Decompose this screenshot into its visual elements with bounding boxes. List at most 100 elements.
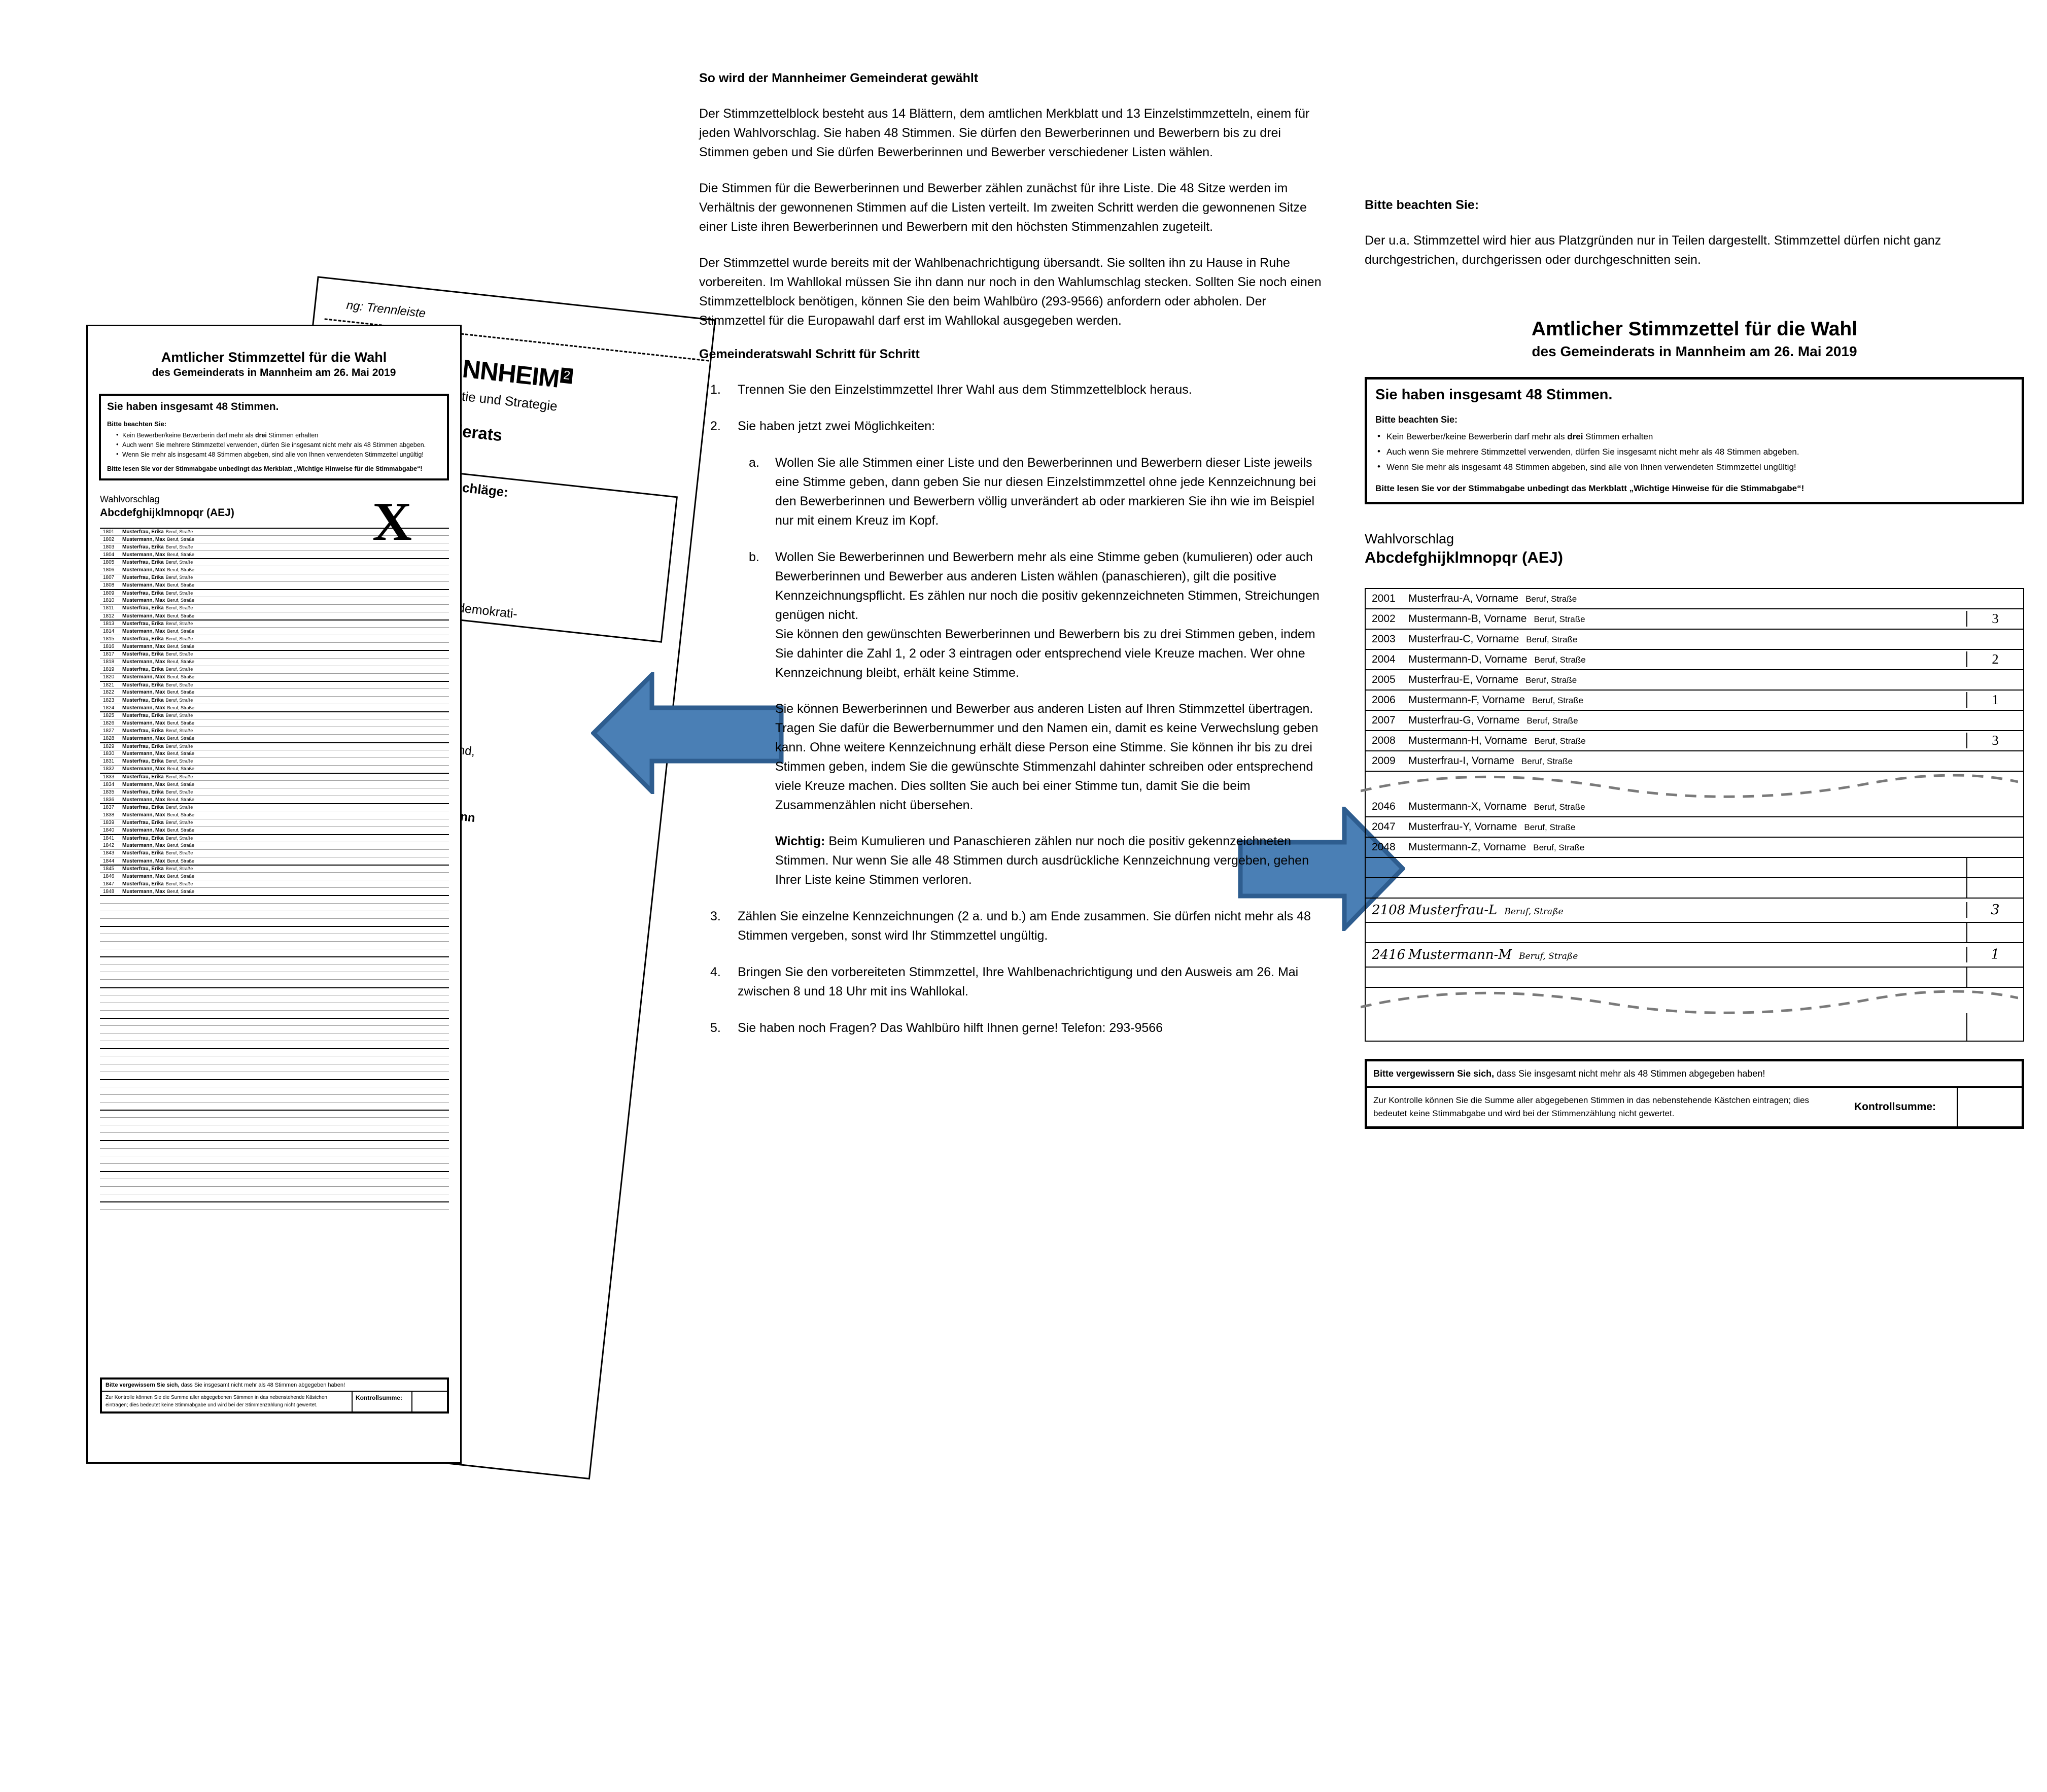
blank-write-in-row[interactable] bbox=[100, 1025, 449, 1033]
candidate-occupation: Beruf, Straße bbox=[167, 552, 194, 557]
blank-write-in-row[interactable] bbox=[100, 1178, 449, 1186]
blank-write-in-row[interactable] bbox=[100, 1063, 449, 1072]
blank-write-in-row[interactable] bbox=[100, 1079, 449, 1087]
table-row: 1842 Mustermann, Max Beruf, Straße bbox=[100, 841, 449, 849]
right-column: Bitte beachten Sie: Der u.a. Stimmzettel… bbox=[1361, 198, 2024, 1129]
blank-write-in-row[interactable] bbox=[100, 1170, 449, 1179]
blank-write-in-row[interactable] bbox=[100, 949, 449, 956]
table-row: 2002 Mustermann-B, Vorname Beruf, Straße 3 bbox=[1366, 609, 2023, 630]
candidate-number: 1837 bbox=[103, 805, 115, 811]
blank-write-in-row[interactable] bbox=[100, 956, 449, 964]
table-row: 1822 Mustermann, Max Beruf, Straße bbox=[100, 688, 449, 696]
vote-count-cell[interactable]: 3 bbox=[1966, 733, 2023, 749]
blank-write-in-row[interactable] bbox=[100, 1201, 449, 1209]
candidate-name: Musterfrau, Erika Beruf, Straße bbox=[122, 560, 193, 566]
blank-write-in-row[interactable] bbox=[100, 903, 449, 911]
blank-write-in-row[interactable] bbox=[100, 1010, 449, 1018]
vote-count-cell[interactable]: 3 bbox=[1966, 902, 2023, 918]
candidate-name: Musterfrau, Erika Beruf, Straße bbox=[122, 728, 193, 734]
blank-write-in-row[interactable] bbox=[100, 1048, 449, 1056]
blank-write-in-row[interactable] bbox=[100, 1194, 449, 1201]
right-kontrollsumme-input[interactable] bbox=[1957, 1087, 2022, 1127]
blank-write-in-row[interactable] bbox=[100, 910, 449, 918]
blank-write-in-row[interactable] bbox=[100, 994, 449, 1003]
blank-write-in-row[interactable] bbox=[100, 1017, 449, 1025]
vote-count-cell[interactable]: 2 bbox=[1966, 651, 2023, 668]
table-row: 1816 Mustermann, Max Beruf, Straße bbox=[100, 642, 449, 650]
candidate-number: 1841 bbox=[103, 835, 115, 841]
blank-write-in-row[interactable] bbox=[1366, 967, 2023, 988]
blank-write-in-row[interactable] bbox=[100, 941, 449, 949]
candidate-number: 1804 bbox=[103, 552, 115, 558]
candidate-occupation: Beruf, Straße bbox=[165, 866, 193, 872]
blank-write-in-row[interactable] bbox=[100, 979, 449, 987]
candidate-number: 2009 bbox=[1372, 754, 1396, 767]
vote-count-cell[interactable]: 1 bbox=[1966, 947, 2023, 963]
blank-write-in-row[interactable] bbox=[1366, 878, 2023, 899]
vote-count-cell[interactable]: 3 bbox=[1966, 611, 2023, 627]
blank-write-in-row[interactable] bbox=[100, 1056, 449, 1063]
blank-write-in-row[interactable] bbox=[100, 1071, 449, 1079]
candidate-name: Musterfrau-L Beruf, Straße bbox=[1408, 902, 1564, 918]
table-row: 1814 Mustermann, Max Beruf, Straße bbox=[100, 627, 449, 635]
blank-write-in-row[interactable] bbox=[100, 895, 449, 903]
table-row: 1832 Mustermann, Max Beruf, Straße bbox=[100, 765, 449, 773]
table-row: 2006 Mustermann-F, Vorname Beruf, Straße 1 bbox=[1366, 691, 2023, 711]
blank-write-in-row[interactable] bbox=[100, 1140, 449, 1148]
candidate-number: 1825 bbox=[103, 713, 115, 719]
left-ballot-kontroll-text: Zur Kontrolle können Sie die Summe aller… bbox=[106, 1395, 327, 1408]
blank-write-in-row[interactable] bbox=[100, 1110, 449, 1117]
candidate-occupation: Beruf, Straße bbox=[1524, 822, 1576, 832]
blank-write-in-row[interactable] bbox=[100, 1148, 449, 1156]
blank-write-in-row[interactable] bbox=[100, 1086, 449, 1094]
candidate-number: 2008 bbox=[1372, 734, 1396, 746]
candidate-occupation: Beruf, Straße bbox=[167, 705, 194, 710]
table-row: 1831 Musterfrau, Erika Beruf, Straße bbox=[100, 757, 449, 765]
blank-write-in-row[interactable] bbox=[100, 1101, 449, 1110]
blank-write-in-row[interactable] bbox=[100, 1163, 449, 1171]
candidate-number: 1802 bbox=[103, 536, 115, 542]
candidate-number: 1820 bbox=[103, 674, 115, 680]
candidate-occupation: Beruf, Straße bbox=[167, 582, 194, 588]
candidate-occupation: Beruf, Straße bbox=[1534, 736, 1586, 746]
candidate-name: Mustermann, Max Beruf, Straße bbox=[122, 567, 194, 573]
blank-write-in-row[interactable] bbox=[100, 1209, 449, 1217]
blank-write-in-row[interactable] bbox=[100, 1125, 449, 1132]
candidate-name: Musterfrau, Erika Beruf, Straße bbox=[122, 866, 193, 872]
vote-count-cell[interactable]: 1 bbox=[1966, 692, 2023, 708]
blank-write-in-row[interactable] bbox=[100, 1041, 449, 1048]
candidate-occupation: Beruf, Straße bbox=[167, 781, 194, 787]
table-row: 1819 Musterfrau, Erika Beruf, Straße bbox=[100, 665, 449, 673]
candidate-number: 2004 bbox=[1372, 653, 1396, 665]
instructions-paragraph-3: Der Stimmzettel wurde bereits mit der Wa… bbox=[699, 256, 1322, 328]
blank-write-in-row[interactable] bbox=[100, 933, 449, 941]
blank-write-in-row[interactable] bbox=[100, 964, 449, 972]
blank-write-in-row[interactable] bbox=[100, 972, 449, 979]
candidate-name: Mustermann-X, Vorname Beruf, Straße bbox=[1408, 800, 1585, 812]
blank-write-in-row[interactable] bbox=[100, 1002, 449, 1010]
step-item-2-label: Sie haben jetzt zwei Möglichkeiten: bbox=[738, 419, 935, 433]
left-kontrollsumme-input[interactable] bbox=[411, 1392, 447, 1411]
table-row: 1830 Mustermann, Max Beruf, Straße bbox=[100, 749, 449, 757]
important-label: Wichtig: bbox=[775, 834, 825, 848]
blank-write-in-row[interactable] bbox=[100, 925, 449, 934]
left-ballot-wahlvorschlag-name: Abcdefghijklmnopqr (AEJ) bbox=[100, 506, 234, 519]
blank-write-in-row[interactable] bbox=[100, 918, 449, 926]
blank-write-in-row[interactable] bbox=[100, 1155, 449, 1163]
blank-write-in-row[interactable] bbox=[100, 1033, 449, 1041]
candidate-occupation: Beruf, Straße bbox=[1521, 756, 1573, 766]
candidate-name: Musterfrau, Erika Beruf, Straße bbox=[122, 759, 193, 765]
table-row: 1802 Mustermann, Max Beruf, Straße bbox=[100, 535, 449, 543]
right-candidate-table: 2001 Musterfrau-A, Vorname Beruf, Straße 20… bbox=[1361, 588, 2024, 1042]
blank-write-in-row[interactable] bbox=[100, 1094, 449, 1102]
candidate-name: Mustermann, Max Beruf, Straße bbox=[122, 659, 194, 665]
blank-write-in-row[interactable] bbox=[100, 1117, 449, 1125]
candidate-name: Musterfrau-G, Vorname Beruf, Straße bbox=[1408, 714, 1578, 726]
blank-write-in-row[interactable] bbox=[1366, 922, 2023, 943]
blank-write-in-row[interactable] bbox=[100, 1186, 449, 1194]
blank-write-in-row[interactable] bbox=[1366, 857, 2023, 878]
blank-write-in-row[interactable] bbox=[100, 1132, 449, 1140]
candidate-number: 1842 bbox=[103, 843, 115, 849]
blank-write-in-row[interactable] bbox=[100, 987, 449, 995]
blank-write-in-row[interactable] bbox=[1366, 1013, 2023, 1042]
